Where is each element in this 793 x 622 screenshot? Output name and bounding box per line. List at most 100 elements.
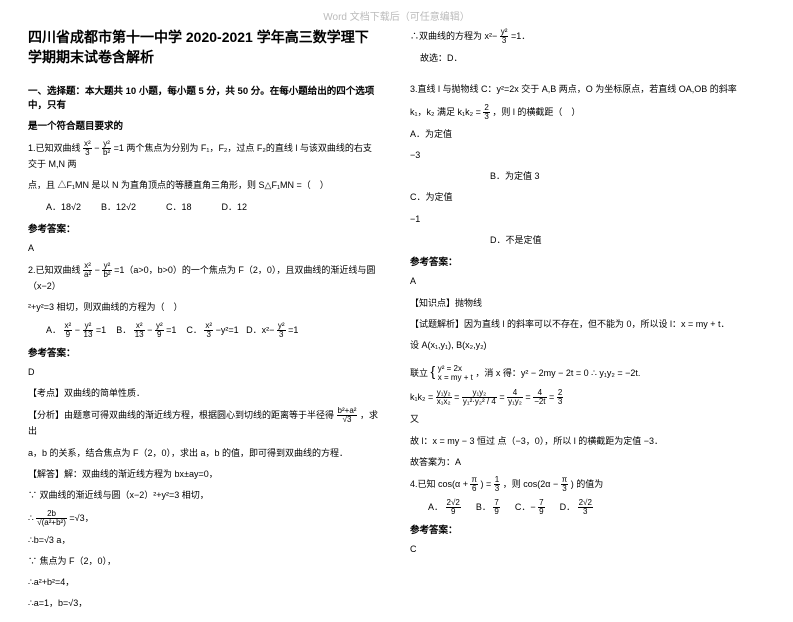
q1-optA: A．18√2 [46,202,81,212]
q2-optD-pre: D．x²− [246,325,274,335]
q1-line1: 1.已知双曲线 x²3 − y²b² =1 两个焦点为分别为 F₁，F₂，过点 … [28,140,378,172]
q1-options: A．18√2 B．12√2 C．18 D．12 [28,200,378,215]
q4-optD: D． [560,502,576,512]
r1: ∴双曲线的方程为 x²− y²3 =1． [410,28,760,45]
q1-optD: D．12 [222,202,248,212]
q4-text3: ，则 cos(2α − [503,479,561,489]
q2-frac1: x²a² [83,262,92,279]
page-container: 四川省成都市第十一中学 2020-2021 学年高三数学理下学期期末试卷含解析 … [0,0,793,622]
q2-exp10: ∴a=1，b=√3， [28,596,378,611]
q4C: 79 [538,499,544,516]
q2-text: 2.已知双曲线 [28,265,81,275]
q3-exp6: 又 [410,412,760,427]
q2A-f2: y²13 [83,322,94,339]
right-column: ∴双曲线的方程为 x²− y²3 =1． 故选：D． 3.直线 l 与抛物线 C… [410,28,760,612]
q4-text4: ) 的值为 [571,479,604,489]
q2-exp9: ∴a²+b²=4， [28,575,378,590]
text: ，消 x 得：y² − 2my − 2t = 0 ∴ y₁y₂ = −2t. [475,368,640,378]
q3-text: k₁，k₂ 满足 [410,106,458,116]
therefore: ∴ [28,512,34,522]
q3-optB: B．为定值 3 [410,169,760,184]
f5: 23 [557,389,563,406]
eq: =1 [166,325,176,335]
minus-sign: − [94,143,99,153]
q2-answer: D [28,365,378,380]
r1-text2: =1． [511,31,530,41]
q3-exp7: 故 l：x = my − 3 恒过 点（−3，0），所以 l 的横截距为定值 −… [410,434,760,449]
q1-line2: 点，且 △F₁MN 是以 N 为直角顶点的等腰直角三角形，则 S△F₁MN =（… [28,178,378,193]
q2-exp7: ∴b=√3 a， [28,533,378,548]
exp-root: b²+a²√3 [337,407,358,424]
eq: =1 [288,325,298,335]
q3-frac: 23 [483,104,489,121]
section-heading: 一、选择题：本大题共 10 小题，每小题 5 分，共 50 分。在每小题给出的四… [28,85,378,114]
watermark-text: Word 文档下载后（可任意编辑） [0,8,793,23]
left-column: 四川省成都市第十一中学 2020-2021 学年高三数学理下学期期末试卷含解析 … [28,28,378,612]
q3-exp3: 设 A(x₁,y₁), B(x₂,y₂) [410,338,760,353]
q2-exp5: ∵ 双曲线的渐近线与圆（x−2）²+y²=3 相切， [28,488,378,503]
q2-line1: 2.已知双曲线 x²a² − y²b² =1（a>0，b>0）的一个焦点为 F（… [28,262,378,294]
minus-sign: − [95,265,100,275]
r1-text: ∴双曲线的方程为 x²− [410,31,497,41]
q2B-f1: x²13 [134,322,145,339]
text: 联立 [410,368,428,378]
doc-title: 四川省成都市第十一中学 2020-2021 学年高三数学理下学期期末试卷含解析 [28,28,378,67]
q4-text: 4.已知 cos(α + [410,479,470,489]
q3-exp5: k₁k₂ = y₁y₂x₁x₂ = y₁y₂y₁²·y₂² / 4 = 4y₁y… [410,389,760,406]
q1-optB: B．12√2 [101,202,136,212]
q4-optB: B． [476,502,491,512]
q1-frac1: x²3 [83,140,92,157]
ref-answer-label: 参考答案： [410,522,760,536]
q1-answer: A [28,241,378,256]
q2C-f1: x²3 [204,322,213,339]
q4D: 2√23 [578,499,593,516]
text: k₁k₂ = [410,392,436,402]
r2: 故选：D． [410,51,760,66]
section-heading-cont: 是一个符合题目要求的 [28,120,378,134]
q2-optC-pre: C． [186,325,202,335]
ref-answer-label: 参考答案： [410,254,760,268]
q4-f3: π3 [561,476,569,493]
q4-optA: A． [428,502,443,512]
q2-exp1: 【考点】双曲线的简单性质． [28,386,378,401]
q3-line1: 3.直线 l 与抛物线 C：y²=2x 交于 A,B 两点，O 为坐标原点，若直… [410,82,760,97]
exp-frac: 2b√(a²+b²) [36,510,67,527]
q2-exp3: a，b 的关系，结合焦点为 F（2，0），求出 a，b 的值，即可得到双曲线的方… [28,446,378,461]
q2-line2: ²+y²=3 相切，则双曲线的方程为（ ） [28,300,378,315]
q3-line2: k₁，k₂ 满足 k₁k₂ = 23 ，则 l 的横截距（ ） [410,104,760,121]
q4A: 2√29 [446,499,461,516]
ref-answer-label: 参考答案： [28,221,378,235]
q4B: 79 [493,499,499,516]
q3-optC: C．为定值 [410,190,760,205]
eq: = [454,392,462,402]
q3-exp2: 【试题解析】因为直线 l 的斜率可以不存在，但不能为 0，所以设 l：x = m… [410,317,760,332]
q4-f2: 13 [494,476,500,493]
q4-options: A． 2√29 B． 79 C．− 79 D． 2√23 [410,499,760,516]
q1-frac2: y²b² [102,140,111,157]
eq: = [549,392,557,402]
sys1: y² = 2x [438,364,473,374]
q3-optA: A．为定值 [410,127,760,142]
q3-eq: k₁k₂ = [458,106,484,116]
f1: y₁y₂x₁x₂ [436,389,452,406]
q2-optB-pre: B． [116,325,131,335]
exp-text: =√3， [69,512,93,522]
eq: =1 [96,325,106,335]
f3: 4y₁y₂ [507,389,523,406]
q2-optA-pre: A． [46,325,61,335]
q2-exp8: ∵ 焦点为 F（2，0）， [28,554,378,569]
eq: = [525,392,533,402]
eq: −y²=1 [216,325,239,335]
q1-text: 1.已知双曲线 [28,143,81,153]
q3-exp4: 联立 { y² = 2x x = my + t ，消 x 得：y² − 2my … [410,360,760,384]
eq: = [499,392,507,402]
q3-text2: ，则 l 的横截距（ ） [492,106,580,116]
ref-answer-label: 参考答案： [28,345,378,359]
q3-optA2: −3 [410,148,760,163]
f2: y₁y₂y₁²·y₂² / 4 [462,389,497,406]
minus: − [75,325,80,335]
q2-exp2: 【分析】由题意可得双曲线的渐近线方程，根据圆心到切线的距离等于半径得 b²+a²… [28,407,378,439]
sys2: x = my + t [438,373,473,383]
q4-optC: C．− [515,502,536,512]
q2B-f2: y²9 [155,322,164,339]
